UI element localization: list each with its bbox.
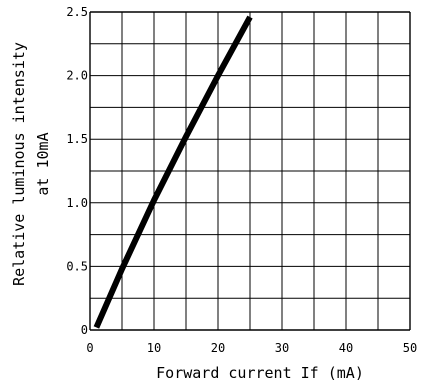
x-tick-label: 30 [275, 341, 289, 355]
x-axis-label: Forward current If (mA) [156, 364, 364, 382]
y-tick-label: 0.5 [66, 259, 88, 273]
x-tick-labels: 0 10 20 30 40 50 [86, 341, 417, 355]
y-tick-label: 2.5 [66, 5, 88, 19]
y-tick-label: 1.0 [66, 196, 88, 210]
chart-series [93, 15, 253, 329]
y-tick-label: 1.5 [66, 132, 88, 146]
y-tick-labels: 0 0.5 1.0 1.5 2.0 2.5 [66, 5, 88, 337]
series-line [93, 15, 253, 329]
chart-grid [89, 11, 411, 331]
y-axis-label-line-2: at 10mA [34, 132, 52, 195]
y-tick-label: 2.0 [66, 69, 88, 83]
x-tick-label: 50 [403, 341, 417, 355]
x-tick-label: 40 [339, 341, 353, 355]
y-tick-label: 0 [81, 323, 88, 337]
x-tick-label: 20 [211, 341, 225, 355]
x-tick-label: 10 [147, 341, 161, 355]
y-axis-label-line-1: Relative luminous intensity [10, 42, 28, 286]
x-tick-label: 0 [86, 341, 93, 355]
